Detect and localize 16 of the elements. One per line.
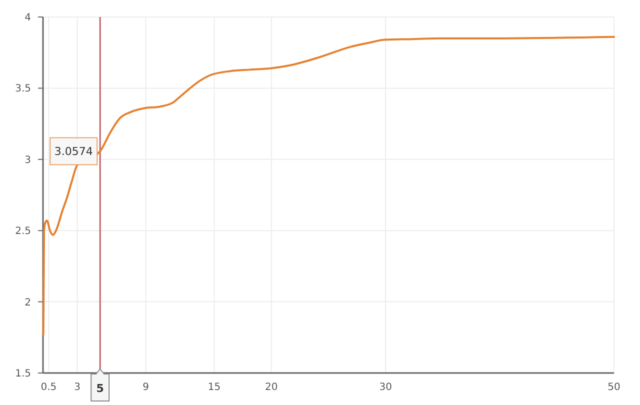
y-tick-label: 3	[24, 154, 31, 166]
x-tick-label: 50	[608, 382, 620, 393]
x-tick-label: 20	[265, 382, 278, 393]
x-tick-label: 30	[379, 382, 392, 393]
y-tick-label: 3.5	[15, 84, 31, 95]
y-tick-label: 1.5	[15, 368, 31, 380]
y-tick-label: 4	[24, 12, 31, 24]
ref-line-label: 5	[96, 382, 104, 395]
x-tick-label: 9	[142, 382, 149, 393]
y-tick-label: 2	[24, 297, 31, 308]
x-tick-label: 0.5	[40, 382, 57, 393]
line-series	[42, 36, 615, 336]
x-tick-label: 3	[74, 382, 80, 393]
x-tick-label: 15	[208, 382, 221, 393]
annotation: 3.0574	[54, 145, 93, 158]
y-tick-label: 2.5	[15, 226, 31, 238]
